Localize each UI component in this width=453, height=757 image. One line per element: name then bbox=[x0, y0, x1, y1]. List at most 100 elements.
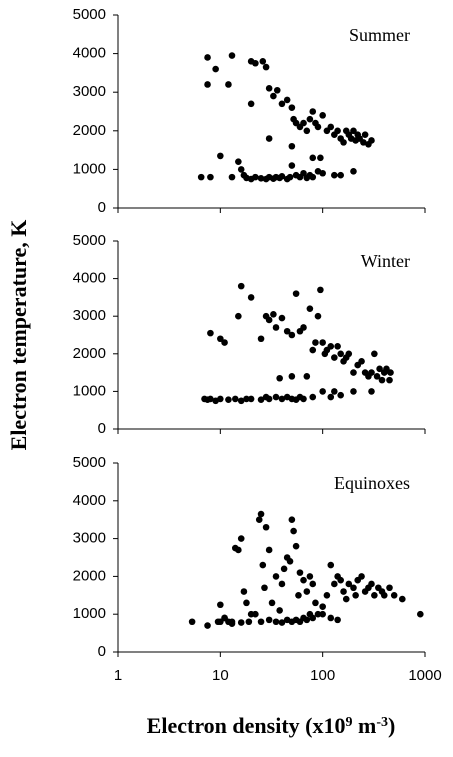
data-point bbox=[228, 52, 236, 59]
data-point bbox=[207, 329, 214, 337]
data-point bbox=[255, 516, 263, 523]
data-point bbox=[283, 96, 291, 104]
data-point bbox=[390, 592, 398, 599]
data-point bbox=[272, 618, 280, 626]
panel-title: Winter bbox=[361, 251, 410, 271]
data-point bbox=[368, 388, 375, 395]
y-tick-label: 5000 bbox=[73, 454, 106, 471]
data-point bbox=[295, 592, 302, 599]
data-point bbox=[278, 580, 286, 588]
data-point bbox=[207, 395, 214, 403]
y-tick-label: 3000 bbox=[73, 307, 106, 324]
data-point bbox=[309, 346, 317, 354]
data-point bbox=[314, 610, 322, 618]
data-point bbox=[259, 561, 267, 569]
data-point bbox=[350, 584, 357, 592]
data-point bbox=[334, 342, 341, 350]
y-tick-label: 1000 bbox=[73, 382, 106, 399]
data-point bbox=[261, 584, 268, 592]
data-point bbox=[247, 395, 255, 403]
data-point bbox=[360, 139, 367, 146]
data-point bbox=[323, 592, 331, 599]
data-point bbox=[265, 85, 273, 92]
data-point bbox=[303, 127, 311, 135]
data-point bbox=[228, 173, 236, 181]
data-point bbox=[278, 395, 286, 403]
data-point bbox=[235, 158, 242, 165]
data-point bbox=[292, 290, 300, 297]
data-point bbox=[334, 616, 341, 624]
data-point bbox=[280, 565, 288, 573]
data-point bbox=[235, 546, 242, 554]
y-tick-label: 5000 bbox=[73, 6, 106, 23]
x-tick-label: 100 bbox=[310, 667, 335, 684]
data-point bbox=[342, 595, 350, 603]
data-point bbox=[257, 510, 265, 518]
data-point bbox=[221, 339, 228, 346]
data-point bbox=[288, 142, 296, 150]
data-point bbox=[225, 396, 232, 403]
data-point bbox=[252, 173, 259, 181]
y-tick-label: 2000 bbox=[73, 345, 106, 362]
data-point bbox=[290, 527, 297, 535]
data-point bbox=[278, 173, 286, 180]
data-point bbox=[243, 395, 250, 403]
y-tick-label: 1000 bbox=[73, 605, 106, 622]
x-axis-label-part: ) bbox=[388, 713, 395, 738]
panel-title: Summer bbox=[349, 25, 410, 45]
data-point bbox=[373, 373, 381, 380]
data-point bbox=[352, 592, 359, 599]
data-point bbox=[387, 369, 394, 376]
data-point bbox=[207, 173, 214, 181]
data-point bbox=[286, 173, 294, 181]
data-point bbox=[217, 618, 224, 626]
data-point bbox=[283, 327, 291, 335]
data-point bbox=[286, 557, 294, 565]
data-point bbox=[296, 569, 304, 576]
data-point bbox=[288, 162, 296, 169]
panel-title: Equinoxes bbox=[334, 473, 410, 493]
data-point bbox=[309, 108, 317, 115]
y-tick-label: 0 bbox=[98, 199, 106, 216]
data-point bbox=[327, 614, 335, 622]
data-point bbox=[237, 166, 245, 173]
data-point bbox=[278, 619, 286, 626]
data-point bbox=[331, 580, 338, 588]
data-point bbox=[327, 342, 335, 350]
data-point bbox=[337, 391, 344, 399]
data-point bbox=[265, 395, 273, 403]
data-point bbox=[340, 139, 347, 146]
data-point bbox=[386, 376, 393, 384]
data-point bbox=[361, 131, 369, 138]
data-point bbox=[262, 523, 270, 531]
data-point bbox=[378, 376, 386, 384]
data-point bbox=[386, 584, 393, 592]
x-axis-label-part: 9 bbox=[345, 715, 352, 730]
data-point bbox=[247, 294, 255, 301]
data-point bbox=[331, 354, 338, 361]
data-point bbox=[225, 81, 232, 88]
data-point bbox=[380, 592, 388, 599]
data-point bbox=[231, 395, 239, 403]
data-point bbox=[204, 81, 211, 88]
data-point bbox=[319, 388, 326, 395]
x-tick-label: 1000 bbox=[408, 667, 441, 684]
data-point bbox=[278, 314, 286, 322]
data-point bbox=[371, 592, 378, 599]
y-tick-label: 4000 bbox=[73, 270, 106, 287]
data-point bbox=[358, 573, 365, 580]
y-tick-label: 2000 bbox=[73, 567, 106, 584]
data-point bbox=[273, 86, 281, 94]
data-point bbox=[303, 373, 311, 380]
data-point bbox=[337, 576, 344, 584]
data-point bbox=[340, 588, 347, 595]
data-point bbox=[319, 112, 326, 119]
data-point bbox=[376, 365, 383, 373]
data-point bbox=[276, 607, 283, 614]
data-point bbox=[217, 152, 224, 160]
data-point bbox=[217, 395, 224, 403]
data-point bbox=[309, 154, 317, 162]
data-point bbox=[327, 393, 335, 401]
y-tick-label: 3000 bbox=[73, 83, 106, 100]
data-point bbox=[257, 335, 265, 343]
